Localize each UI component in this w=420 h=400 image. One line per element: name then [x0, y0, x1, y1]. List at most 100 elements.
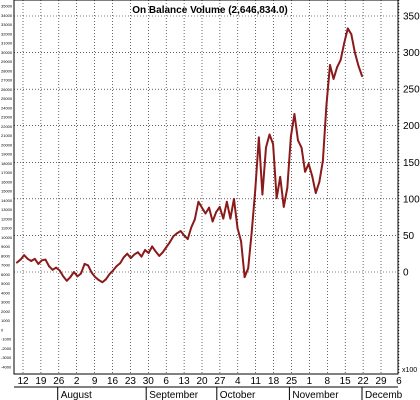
data-point — [343, 42, 346, 44]
left-tick-label: 20000 — [1, 142, 13, 147]
data-point — [154, 250, 157, 253]
right-tick-label: 350 — [403, 12, 420, 23]
data-point — [62, 275, 65, 278]
left-tick-label: 14000 — [1, 198, 13, 203]
left-tick-label: 13000 — [1, 207, 13, 212]
x-tick-label: 20 — [196, 376, 208, 387]
x-tick-label: 11 — [251, 376, 262, 387]
data-point — [314, 192, 317, 194]
month-label: Decemb — [365, 390, 403, 400]
right-tick-label: 300 — [403, 48, 420, 59]
data-point — [218, 206, 221, 208]
x-tick-label: 16 — [107, 376, 119, 387]
data-point — [236, 227, 239, 230]
x-tick-label: 27 — [214, 376, 226, 387]
left-tick-label: -2000 — [1, 346, 12, 351]
x-tick-label: 1 — [307, 376, 313, 387]
data-point — [151, 245, 154, 248]
right-tick-label: 50 — [403, 231, 415, 242]
left-tick-label: 11000 — [1, 226, 13, 231]
data-point — [297, 139, 299, 142]
data-point — [87, 264, 90, 267]
data-point — [55, 266, 58, 269]
data-point — [257, 136, 260, 139]
month-label: November — [292, 390, 339, 400]
x-tick-label: 9 — [92, 376, 98, 387]
data-point — [161, 251, 164, 254]
data-point — [211, 220, 214, 223]
left-tick-label: 10000 — [1, 235, 13, 240]
data-point — [76, 275, 79, 278]
data-point — [83, 263, 86, 265]
data-point — [137, 251, 139, 254]
left-tick-label: 7000 — [1, 263, 11, 268]
data-point — [94, 276, 97, 279]
month-labels: August September October November Decemb — [57, 387, 403, 400]
data-point — [361, 75, 363, 77]
data-point — [329, 64, 331, 66]
left-tick-label: 35000 — [1, 4, 13, 9]
x-tick-label: 13 — [179, 376, 191, 387]
data-point — [204, 212, 207, 215]
data-point — [233, 197, 235, 200]
left-tick-label: -4000 — [1, 365, 12, 370]
data-point — [33, 257, 36, 260]
data-point — [97, 279, 100, 281]
right-tick-label: 150 — [403, 158, 420, 169]
data-point — [19, 258, 22, 261]
x-tick-label: 12 — [17, 376, 29, 387]
data-point — [69, 276, 72, 279]
left-axis: -4000 -3000 -2000 -1000 0 1000 2000 3000 4000 500… — [1, 4, 13, 370]
left-tick-label: 8000 — [1, 253, 11, 258]
left-tick-label: 1000 — [1, 318, 11, 323]
data-point — [101, 281, 104, 284]
data-point — [23, 254, 26, 257]
obv-series-line — [16, 27, 363, 284]
chart-title: On Balance Volume (2,646,834.0) — [132, 5, 287, 16]
left-tick-label: -3000 — [1, 355, 12, 360]
left-tick-label: 30000 — [1, 50, 13, 55]
month-label: October — [220, 390, 256, 400]
x-tick-label: 2 — [74, 376, 80, 387]
data-point — [169, 241, 171, 243]
x-tick-label: 19 — [35, 376, 47, 387]
left-tick-label: 24000 — [1, 105, 13, 110]
x-tick-label: 4 — [235, 376, 241, 387]
data-point — [112, 269, 114, 272]
data-point — [172, 235, 175, 238]
data-point — [215, 211, 218, 213]
x-tick-label: 26 — [53, 376, 65, 387]
data-point — [105, 278, 107, 281]
data-point — [179, 230, 182, 232]
data-point — [289, 135, 292, 138]
x-tick-label: 6 — [396, 376, 402, 387]
left-tick-label: 34000 — [1, 13, 13, 18]
right-tick-label: 0 — [403, 268, 409, 279]
left-tick-label: 32000 — [1, 31, 13, 36]
data-point — [357, 64, 360, 67]
x-tick-label: 23 — [125, 376, 137, 387]
left-tick-label: 29000 — [1, 59, 13, 64]
x-tick-label: 15 — [340, 376, 352, 387]
left-tick-label: -1000 — [1, 337, 12, 342]
x-tick-label: 29 — [375, 376, 387, 387]
plot-frame — [13, 0, 399, 375]
data-point — [147, 252, 150, 254]
data-point — [108, 273, 111, 276]
data-point — [122, 256, 125, 259]
data-point — [254, 188, 257, 191]
data-point — [37, 263, 40, 265]
left-tick-label: 4000 — [1, 290, 11, 295]
left-tick-label: 28000 — [1, 68, 13, 73]
data-point — [26, 257, 29, 260]
data-point — [144, 249, 146, 251]
data-point — [208, 206, 210, 209]
left-tick-label: 5000 — [1, 281, 11, 286]
left-tick-label: 6000 — [1, 272, 11, 277]
left-tick-label: 18000 — [1, 161, 13, 166]
x-tick-label: 6 — [163, 376, 169, 387]
x-axis: 12 19 26 2 9 16 23 30 6 13 20 27 4 11 18 25 1 8 15 22 29 6 — [17, 376, 402, 387]
data-point — [41, 259, 43, 262]
left-tick-label: 33000 — [1, 22, 13, 27]
left-tick-label: 9000 — [1, 244, 11, 249]
